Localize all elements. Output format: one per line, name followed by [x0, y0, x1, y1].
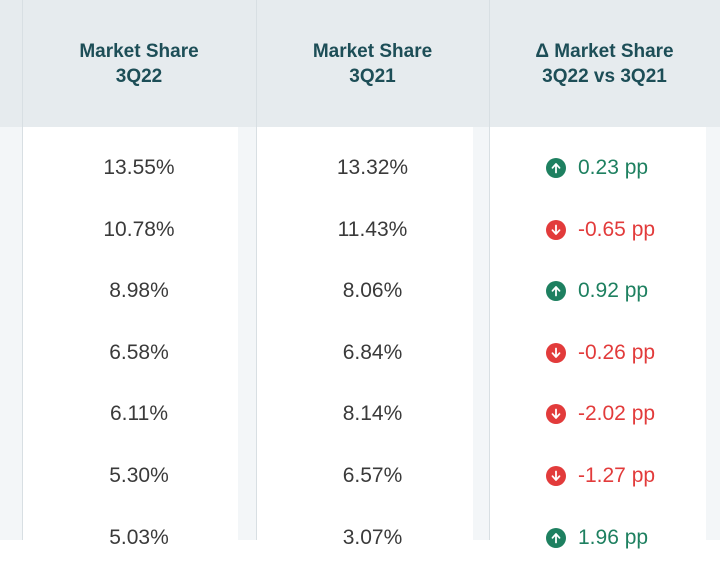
- cell-delta: -2.02 pp: [546, 383, 720, 445]
- delta-value: -1.27 pp: [578, 464, 656, 487]
- delta-value: -2.02 pp: [578, 402, 656, 426]
- cell-market-share-3q22: 6.11%: [110, 402, 168, 426]
- delta-value: -0.26 pp: [578, 340, 656, 364]
- header-line2: 3Q21: [349, 65, 396, 87]
- arrow-up-circle-icon: [546, 158, 566, 178]
- table-row: 5.30% 6.57% -1.27 pp: [0, 445, 720, 507]
- arrow-down-circle-icon: [546, 342, 566, 363]
- table-row: 13.55% 13.32% 0.23 pp: [0, 137, 720, 199]
- cell-delta: -0.26 pp: [546, 322, 720, 384]
- column-divider: [22, 0, 23, 540]
- table-row: 8.98% 8.06% 0.92 pp: [0, 260, 720, 322]
- header-line1: Δ Market Share: [535, 40, 674, 62]
- arrow-down-circle-icon: [546, 219, 566, 240]
- table-row: 6.11% 8.14% -2.02 pp: [0, 383, 720, 445]
- header-line1: Market Share: [79, 40, 199, 62]
- column-gap-shade: [473, 127, 489, 540]
- header-delta-market-share: Δ Market Share 3Q22 vs 3Q21: [489, 0, 720, 127]
- table-row: 5.03% 3.07% 1.96 pp: [0, 507, 720, 569]
- header-line2: 3Q22 vs 3Q21: [542, 65, 667, 87]
- delta-value: -0.65 pp: [578, 217, 656, 241]
- arrow-up-circle-icon: [546, 527, 566, 548]
- cell-delta: 0.92 pp: [546, 260, 720, 322]
- arrow-down-circle-icon: [546, 466, 566, 486]
- delta-value: 1.96 pp: [578, 525, 649, 549]
- delta-value: 0.23 pp: [578, 156, 649, 179]
- cell-market-share-3q21: 6.84%: [342, 340, 403, 364]
- header-line2: 3Q22: [115, 65, 163, 87]
- table-row: 6.58% 6.84% -0.26 pp: [0, 322, 720, 384]
- header-market-share-3q22: Market Share 3Q22: [22, 0, 256, 127]
- column-divider: [489, 0, 490, 540]
- cell-market-share-3q21: 6.57%: [342, 464, 403, 487]
- cell-market-share-3q22: 10.78%: [103, 217, 175, 241]
- column-gap-shade: [238, 127, 256, 540]
- cell-market-share-3q22: 5.03%: [109, 525, 169, 549]
- delta-value: 0.92 pp: [578, 279, 649, 303]
- market-share-table: Market Share 3Q22 Market Share 3Q21 Δ Ma…: [0, 0, 720, 549]
- cell-delta: -1.27 pp: [546, 445, 720, 507]
- cell-delta: 0.23 pp: [546, 137, 720, 199]
- cell-delta: -0.65 pp: [546, 199, 720, 261]
- header-band: [0, 0, 720, 127]
- table-row: 10.78% 11.43% -0.65 pp: [0, 199, 720, 261]
- cell-market-share-3q22: 8.98%: [109, 279, 169, 303]
- cell-market-share-3q21: 11.43%: [337, 217, 408, 241]
- cell-market-share-3q21: 8.14%: [342, 402, 403, 426]
- column-divider: [256, 0, 257, 540]
- arrow-up-circle-icon: [546, 281, 566, 302]
- cell-market-share-3q21: 13.32%: [336, 156, 409, 179]
- cell-market-share-3q21: 3.07%: [342, 525, 403, 549]
- cell-delta: 1.96 pp: [546, 507, 720, 569]
- header-market-share-3q21: Market Share 3Q21: [256, 0, 489, 127]
- column-gap-shade: [706, 127, 720, 540]
- header-line1: Market Share: [312, 40, 433, 62]
- row-stub-shade: [0, 127, 22, 540]
- cell-market-share-3q22: 13.55%: [103, 156, 175, 179]
- cell-market-share-3q21: 8.06%: [342, 279, 403, 303]
- cell-market-share-3q22: 5.30%: [109, 464, 169, 487]
- cell-market-share-3q22: 6.58%: [109, 340, 169, 364]
- arrow-down-circle-icon: [546, 404, 566, 425]
